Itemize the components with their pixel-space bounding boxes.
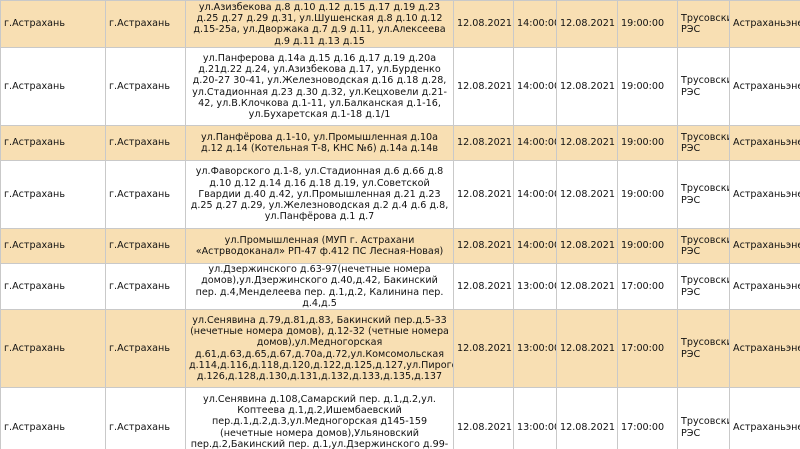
start-date: 12.08.2021 (453, 0, 514, 48)
city: г.Астрахань (0, 0, 106, 48)
organization: Астраханьэне (729, 309, 800, 389)
settlement: г.Астрахань (105, 47, 186, 126)
end-time: 17:00:00 (617, 309, 678, 389)
district: Трусовский РЭС (677, 125, 730, 161)
table-row: г.Астрахань г.Астрахань ул.Дзержинского д.… (0, 262, 800, 311)
district: Трусовский РЭС (677, 262, 730, 311)
organization: Астраханьэне (729, 0, 800, 48)
end-date: 12.08.2021 (556, 160, 618, 229)
start-time: 13:00:00 (513, 262, 557, 311)
settlement: г.Астрахань (105, 387, 186, 449)
settlement: г.Астрахань (105, 262, 186, 311)
end-time: 19:00:00 (617, 0, 678, 48)
start-date: 12.08.2021 (453, 309, 514, 389)
start-time: 13:00:00 (513, 387, 557, 449)
district: Трусовский РЭС (677, 228, 730, 264)
city: г.Астрахань (0, 160, 106, 229)
table-row: г.Астрахань г.Астрахань ул.Панферова д.14а… (0, 47, 800, 126)
city: г.Астрахань (0, 262, 106, 311)
table-row: г.Астрахань г.Астрахань ул.Промышленная (М… (0, 228, 800, 264)
start-time: 14:00:00 (513, 0, 557, 48)
settlement: г.Астрахань (105, 160, 186, 229)
end-date: 12.08.2021 (556, 309, 618, 389)
end-date: 12.08.2021 (556, 47, 618, 126)
district: Трусовский РЭС (677, 309, 730, 389)
address: ул.Азизбекова д.8 д.10 д.12 д.15 д.17 д.… (185, 0, 454, 48)
organization: Астраханьэне (729, 228, 800, 264)
table-row: г.Астрахань г.Астрахань ул.Сенявина д.79,д… (0, 309, 800, 389)
table-row: г.Астрахань г.Астрахань ул.Панфёрова д.1-1… (0, 125, 800, 161)
organization: Астраханьэне (729, 125, 800, 161)
district: Трусовский РЭС (677, 0, 730, 48)
settlement: г.Астрахань (105, 228, 186, 264)
address: ул.Панфёрова д.1-10, ул.Промышленная д.1… (185, 125, 454, 161)
address: ул.Панферова д.14а д.15 д.16 д.17 д.19 д… (185, 47, 454, 126)
address: ул.Сенявина д.108,Самарский пер. д.1,д.2… (185, 387, 454, 449)
organization: Астраханьэне (729, 262, 800, 311)
end-date: 12.08.2021 (556, 228, 618, 264)
end-date: 12.08.2021 (556, 262, 618, 311)
settlement: г.Астрахань (105, 125, 186, 161)
end-date: 12.08.2021 (556, 387, 618, 449)
end-time: 19:00:00 (617, 125, 678, 161)
start-time: 14:00:00 (513, 228, 557, 264)
end-time: 17:00:00 (617, 387, 678, 449)
start-date: 12.08.2021 (453, 228, 514, 264)
district: Трусовский РЭС (677, 160, 730, 229)
table-row: г.Астрахань г.Астрахань ул.Сенявина д.108,… (0, 387, 800, 449)
city: г.Астрахань (0, 228, 106, 264)
start-date: 12.08.2021 (453, 387, 514, 449)
district: Трусовский РЭС (677, 47, 730, 126)
end-date: 12.08.2021 (556, 125, 618, 161)
address: ул.Фаворского д.1-8, ул.Стадионная д.6 д… (185, 160, 454, 229)
start-time: 14:00:00 (513, 125, 557, 161)
start-time: 13:00:00 (513, 309, 557, 389)
start-date: 12.08.2021 (453, 47, 514, 126)
organization: Астраханьэне (729, 47, 800, 126)
city: г.Астрахань (0, 309, 106, 389)
start-date: 12.08.2021 (453, 262, 514, 311)
end-date: 12.08.2021 (556, 0, 618, 48)
city: г.Астрахань (0, 125, 106, 161)
address: ул.Дзержинского д.63-97(нечетные номера … (185, 262, 454, 311)
start-date: 12.08.2021 (453, 125, 514, 161)
end-time: 19:00:00 (617, 160, 678, 229)
end-time: 19:00:00 (617, 228, 678, 264)
district: Трусовский РЭС (677, 387, 730, 449)
address: ул.Сенявина д.79,д.81,д.83, Бакинский пе… (185, 309, 454, 389)
city: г.Астрахань (0, 47, 106, 126)
settlement: г.Астрахань (105, 309, 186, 389)
start-time: 14:00:00 (513, 47, 557, 126)
address: ул.Промышленная (МУП г. Астрахани «Астрв… (185, 228, 454, 264)
table-row: г.Астрахань г.Астрахань ул.Фаворского д.1-… (0, 160, 800, 229)
end-time: 17:00:00 (617, 262, 678, 311)
end-time: 19:00:00 (617, 47, 678, 126)
city: г.Астрахань (0, 387, 106, 449)
start-time: 14:00:00 (513, 160, 557, 229)
organization: Астраханьэне (729, 160, 800, 229)
table-row: г.Астрахань г.Астрахань ул.Азизбекова д.8 … (0, 0, 800, 48)
start-date: 12.08.2021 (453, 160, 514, 229)
settlement: г.Астрахань (105, 0, 186, 48)
organization: Астраханьэне (729, 387, 800, 449)
